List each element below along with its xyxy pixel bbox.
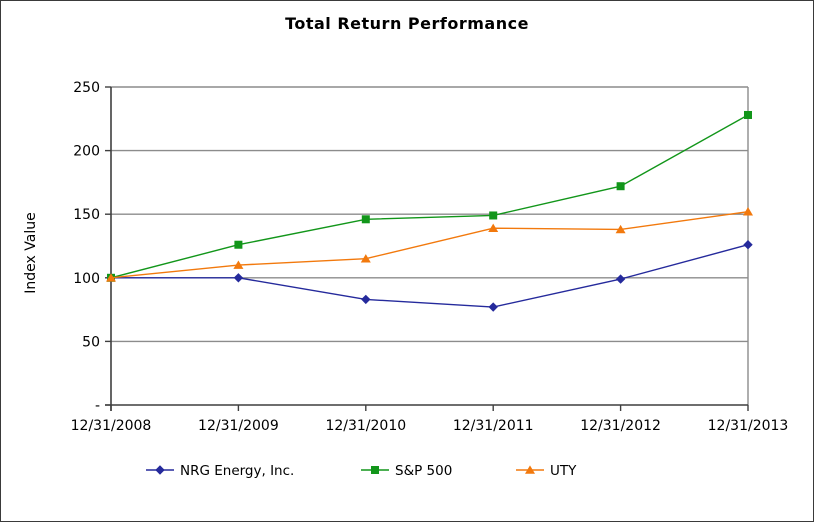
data-point-marker — [360, 254, 371, 263]
data-point-marker — [488, 302, 498, 312]
data-point-marker — [488, 223, 499, 232]
series-line-square — [110, 114, 749, 279]
data-point-marker — [615, 224, 626, 234]
y-tick-labels: - 50 100 150 200 250 — [73, 80, 100, 414]
data-point-marker — [615, 274, 626, 284]
legend-item: UTY — [516, 463, 577, 479]
y-tick-label: 150 — [73, 207, 100, 223]
x-tick-label: 12/31/2009 — [198, 418, 279, 434]
legend-marker — [371, 466, 379, 474]
y-tick-label: - — [95, 398, 100, 414]
data-point-marker — [361, 215, 370, 224]
data-point-marker — [233, 273, 244, 283]
legend-label: UTY — [550, 463, 577, 479]
data-series — [106, 110, 753, 312]
legend-marker — [155, 465, 165, 475]
y-tick-label: 250 — [73, 80, 100, 96]
y-tick-label: 50 — [82, 334, 100, 350]
data-point-marker — [743, 207, 753, 216]
x-tick-label: 12/31/2010 — [325, 418, 406, 434]
x-tick-label: 12/31/2008 — [71, 418, 152, 434]
data-point-marker — [616, 182, 625, 191]
x-tick-label: 12/31/2012 — [580, 418, 661, 434]
legend-label: NRG Energy, Inc. — [180, 463, 294, 479]
gridlines — [111, 86, 749, 405]
data-point-marker — [234, 240, 243, 249]
chart-title: Total Return Performance — [285, 14, 529, 33]
x-tick-labels: 12/31/2008 12/31/2009 12/31/2010 12/31/2011… — [71, 418, 789, 434]
series-line-diamond — [111, 244, 749, 308]
legend-label: S&P 500 — [395, 463, 452, 479]
series-line-triangle — [110, 210, 749, 279]
legend: NRG Energy, Inc. S&P 500 UTY — [146, 463, 577, 479]
data-point-marker — [489, 211, 498, 220]
axes — [105, 86, 749, 411]
legend-marker — [525, 465, 535, 474]
x-tick-label: 12/31/2011 — [453, 418, 534, 434]
legend-item: NRG Energy, Inc. — [146, 463, 294, 479]
x-tick-label: 12/31/2013 — [708, 418, 789, 434]
data-point-marker — [361, 294, 371, 305]
data-point-marker — [106, 273, 116, 282]
y-tick-label: 100 — [73, 271, 100, 287]
y-tick-label: 200 — [73, 144, 100, 160]
data-point-marker — [744, 110, 752, 119]
data-point-marker — [233, 260, 244, 269]
data-point-marker — [743, 240, 753, 250]
legend-item: S&P 500 — [361, 463, 452, 479]
